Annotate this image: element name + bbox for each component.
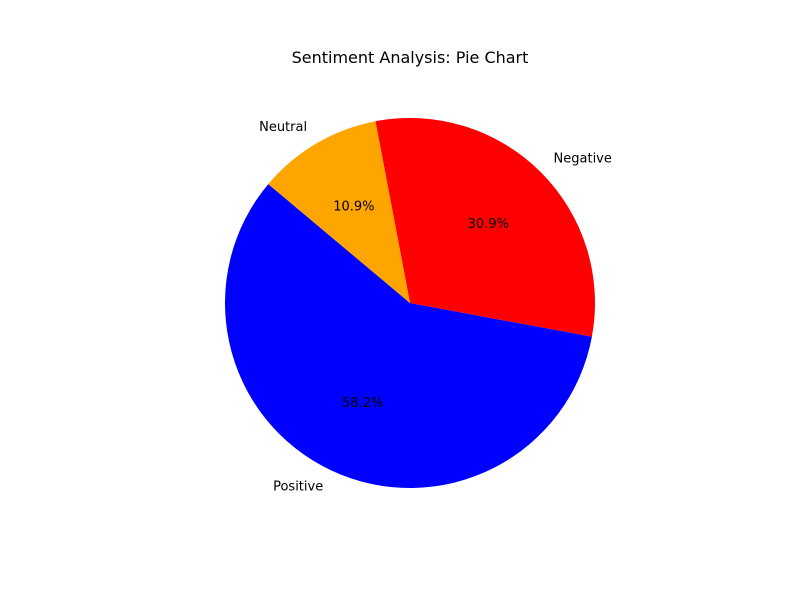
slice-percent-neutral: 10.9%	[333, 200, 374, 215]
pie-slices	[225, 118, 595, 488]
pie-slice-neutral	[268, 121, 410, 303]
pie-labels: Positive 58.2% Negative 30.9% Neutral 10.9%	[259, 120, 612, 495]
slice-percent-negative: 30.9%	[468, 217, 509, 232]
slice-percent-positive: 58.2%	[342, 396, 383, 411]
pie-slice-positive	[225, 184, 592, 488]
chart-title: Sentiment Analysis: Pie Chart	[292, 48, 529, 67]
slice-label-negative: Negative	[554, 151, 612, 166]
slice-label-neutral: Neutral	[259, 120, 307, 135]
slice-label-positive: Positive	[273, 480, 323, 495]
pie-slice-negative	[375, 118, 595, 337]
